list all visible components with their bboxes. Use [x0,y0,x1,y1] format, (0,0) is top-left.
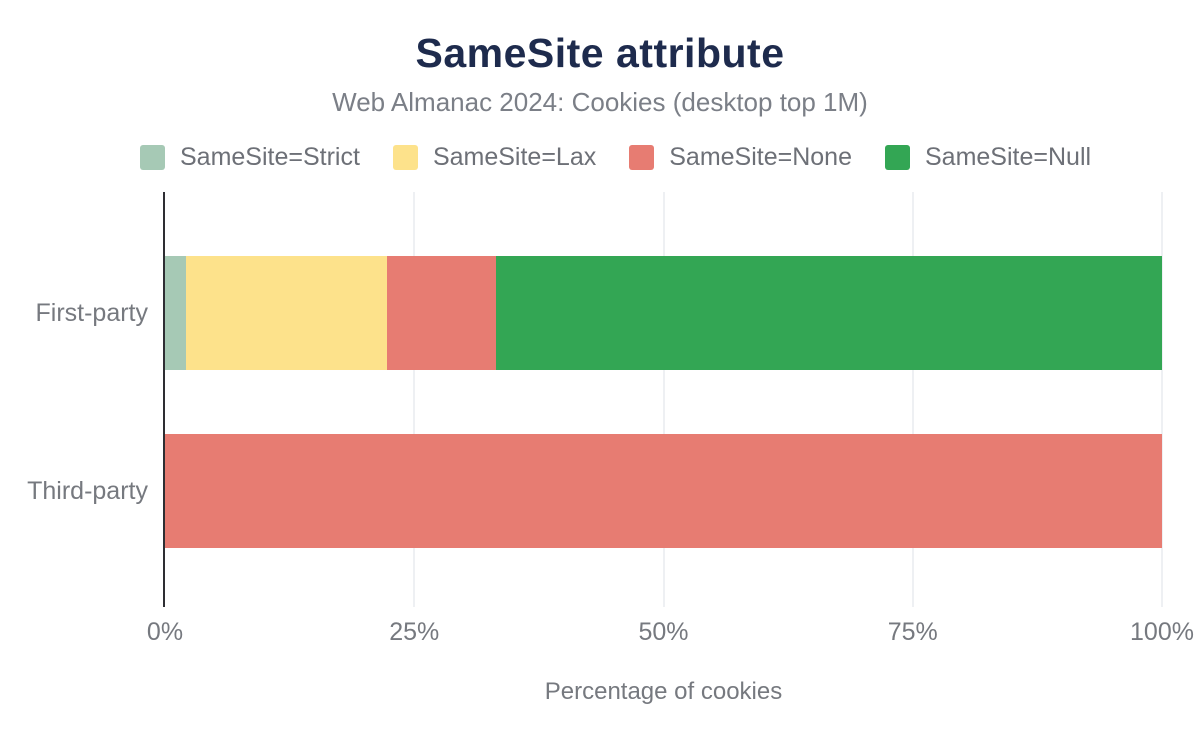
tick-label-100%: 100% [1130,618,1194,646]
gridline-25% [413,192,416,607]
bar-segment-third-party-samesite=none[interactable] [165,434,1162,548]
chart-title: SameSite attribute [415,30,785,76]
legend-swatch [629,145,655,170]
category-label-first-party: First-party [35,299,149,327]
tick-label-75%: 75% [887,618,938,646]
gridline-50% [662,192,665,607]
bar-segment-first-party-samesite=strict[interactable] [165,256,186,370]
tick-label-25%: 25% [389,618,440,646]
chart-subtitle: Web Almanac 2024: Cookies (desktop top 1… [332,87,868,117]
tick-label-50%: 50% [638,618,689,646]
legend-swatch [392,145,418,170]
category-label-third-party: Third-party [27,477,148,505]
legend-label: SameSite=Strict [180,143,360,171]
legend-label: SameSite=Null [925,143,1092,171]
legend-item-3[interactable]: SameSite=Null [885,143,1091,172]
gridline-75% [911,192,914,607]
bar-segment-first-party-samesite=null[interactable] [495,256,1162,370]
tick-label-0%: 0% [146,618,184,646]
plot-area [163,192,1163,607]
bar-row-third-party [165,434,1162,548]
bar-segment-first-party-samesite=none[interactable] [387,256,496,370]
x-axis-label: Percentage of cookies [544,678,783,705]
legend: SameSite=Strict SameSite=Lax SameSite=None… [140,143,1091,172]
y-axis-line [163,192,165,607]
legend-swatch [885,145,910,170]
legend-item-1[interactable]: SameSite=Lax [392,143,597,172]
gridline-100% [1161,192,1163,607]
bar-row-first-party [165,256,1162,370]
legend-swatch [140,145,165,170]
legend-label: SameSite=None [669,143,852,171]
legend-item-0[interactable]: SameSite=Strict [140,143,360,172]
bar-segment-first-party-samesite=lax[interactable] [185,256,388,370]
legend-label: SameSite=Lax [432,143,597,171]
legend-item-2[interactable]: SameSite=None [629,143,852,172]
